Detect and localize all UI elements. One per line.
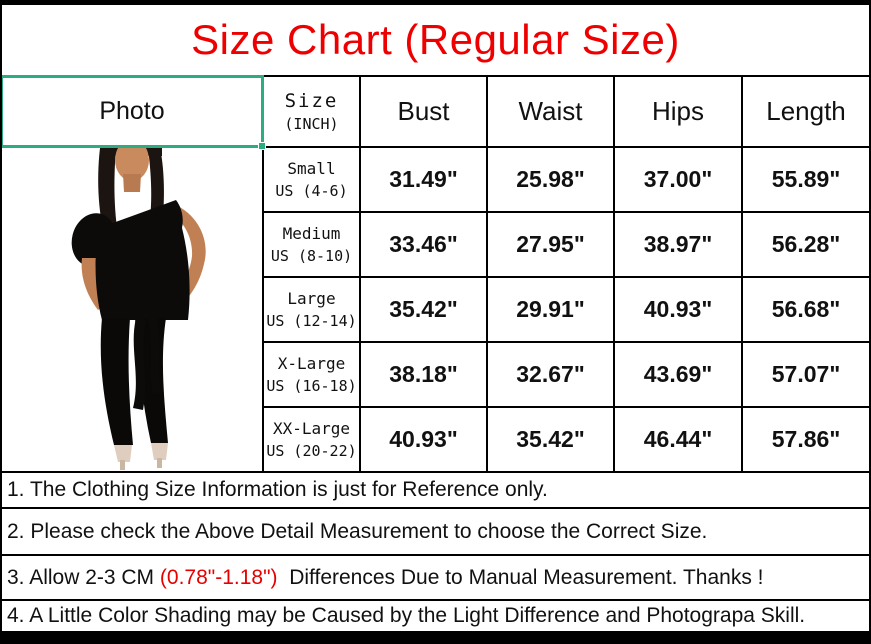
size-name: Medium: [282, 224, 341, 243]
waist-value: 25.98": [488, 148, 613, 211]
hips-value: 40.93": [615, 278, 741, 341]
title-bar: Size Chart (Regular Size): [2, 5, 869, 77]
hips-value: 43.69": [615, 343, 741, 406]
note-2: 2. Please check the Above Detail Measure…: [2, 509, 869, 556]
bust-value: 31.49": [361, 148, 486, 211]
bust-value: 38.18": [361, 343, 486, 406]
size-us-range: US (20-22): [266, 442, 357, 460]
bust-value: 40.93": [361, 408, 486, 471]
page-title: Size Chart (Regular Size): [191, 16, 680, 63]
size-column-header: Size (INCH): [264, 77, 359, 146]
note-text: 2. Please check the Above Detail Measure…: [7, 519, 708, 543]
length-value: 56.68": [743, 278, 869, 341]
size-table: Photo Size (INCH) Bust Waist Hips Length: [2, 75, 869, 473]
hips-value: 37.00": [615, 148, 741, 211]
note-4: 4. A Little Color Shading may be Caused …: [2, 601, 869, 631]
size-us-range: US (8-10): [270, 247, 353, 265]
note-3: 3. Allow 2-3 CM (0.78"-1.18") Difference…: [2, 556, 869, 601]
length-value: 56.28": [743, 213, 869, 276]
size-header-line1: Size: [284, 90, 339, 112]
waist-value: 27.95": [488, 213, 613, 276]
model-photo-illustration: [2, 148, 262, 471]
column-header-waist: Waist: [488, 77, 613, 146]
waist-value: 32.67": [488, 343, 613, 406]
size-us-range: US (12-14): [266, 312, 357, 330]
note-1: 1. The Clothing Size Information is just…: [2, 473, 869, 509]
hips-value: 46.44": [615, 408, 741, 471]
length-value: 57.07": [743, 343, 869, 406]
note-text: 4. A Little Color Shading may be Caused …: [7, 604, 806, 627]
size-row-x-large: X-Large US (16-18): [264, 343, 359, 406]
size-name: Large: [287, 289, 336, 308]
waist-value: 29.91": [488, 278, 613, 341]
waist-value: 35.42": [488, 408, 613, 471]
size-us-range: US (16-18): [266, 377, 357, 395]
length-value: 55.89": [743, 148, 869, 211]
size-name: X-Large: [277, 354, 346, 373]
size-name: XX-Large: [272, 419, 351, 438]
size-name: Small: [287, 159, 336, 178]
size-row-medium: Medium US (8-10): [264, 213, 359, 276]
size-row-large: Large US (12-14): [264, 278, 359, 341]
product-photo: [2, 148, 262, 471]
size-row-small: Small US (4-6): [264, 148, 359, 211]
hips-value: 38.97": [615, 213, 741, 276]
note-red-text: (0.78"-1.18"): [159, 565, 278, 589]
size-header-line2: (INCH): [284, 115, 339, 133]
note-text: 1. The Clothing Size Information is just…: [7, 478, 548, 501]
column-header-hips: Hips: [615, 77, 741, 146]
size-us-range: US (4-6): [275, 182, 348, 200]
column-header-bust: Bust: [361, 77, 486, 146]
length-value: 57.86": [743, 408, 869, 471]
note-text: Differences Due to Manual Measurement. T…: [277, 565, 764, 589]
column-header-length: Length: [743, 77, 869, 146]
bust-value: 33.46": [361, 213, 486, 276]
photo-header-label: Photo: [99, 97, 165, 125]
note-text: 3. Allow 2-3 CM: [7, 565, 160, 589]
size-row-xx-large: XX-Large US (20-22): [264, 408, 359, 471]
bust-value: 35.42": [361, 278, 486, 341]
selection-fill-handle[interactable]: [258, 142, 266, 150]
photo-column-header[interactable]: Photo: [2, 75, 266, 150]
